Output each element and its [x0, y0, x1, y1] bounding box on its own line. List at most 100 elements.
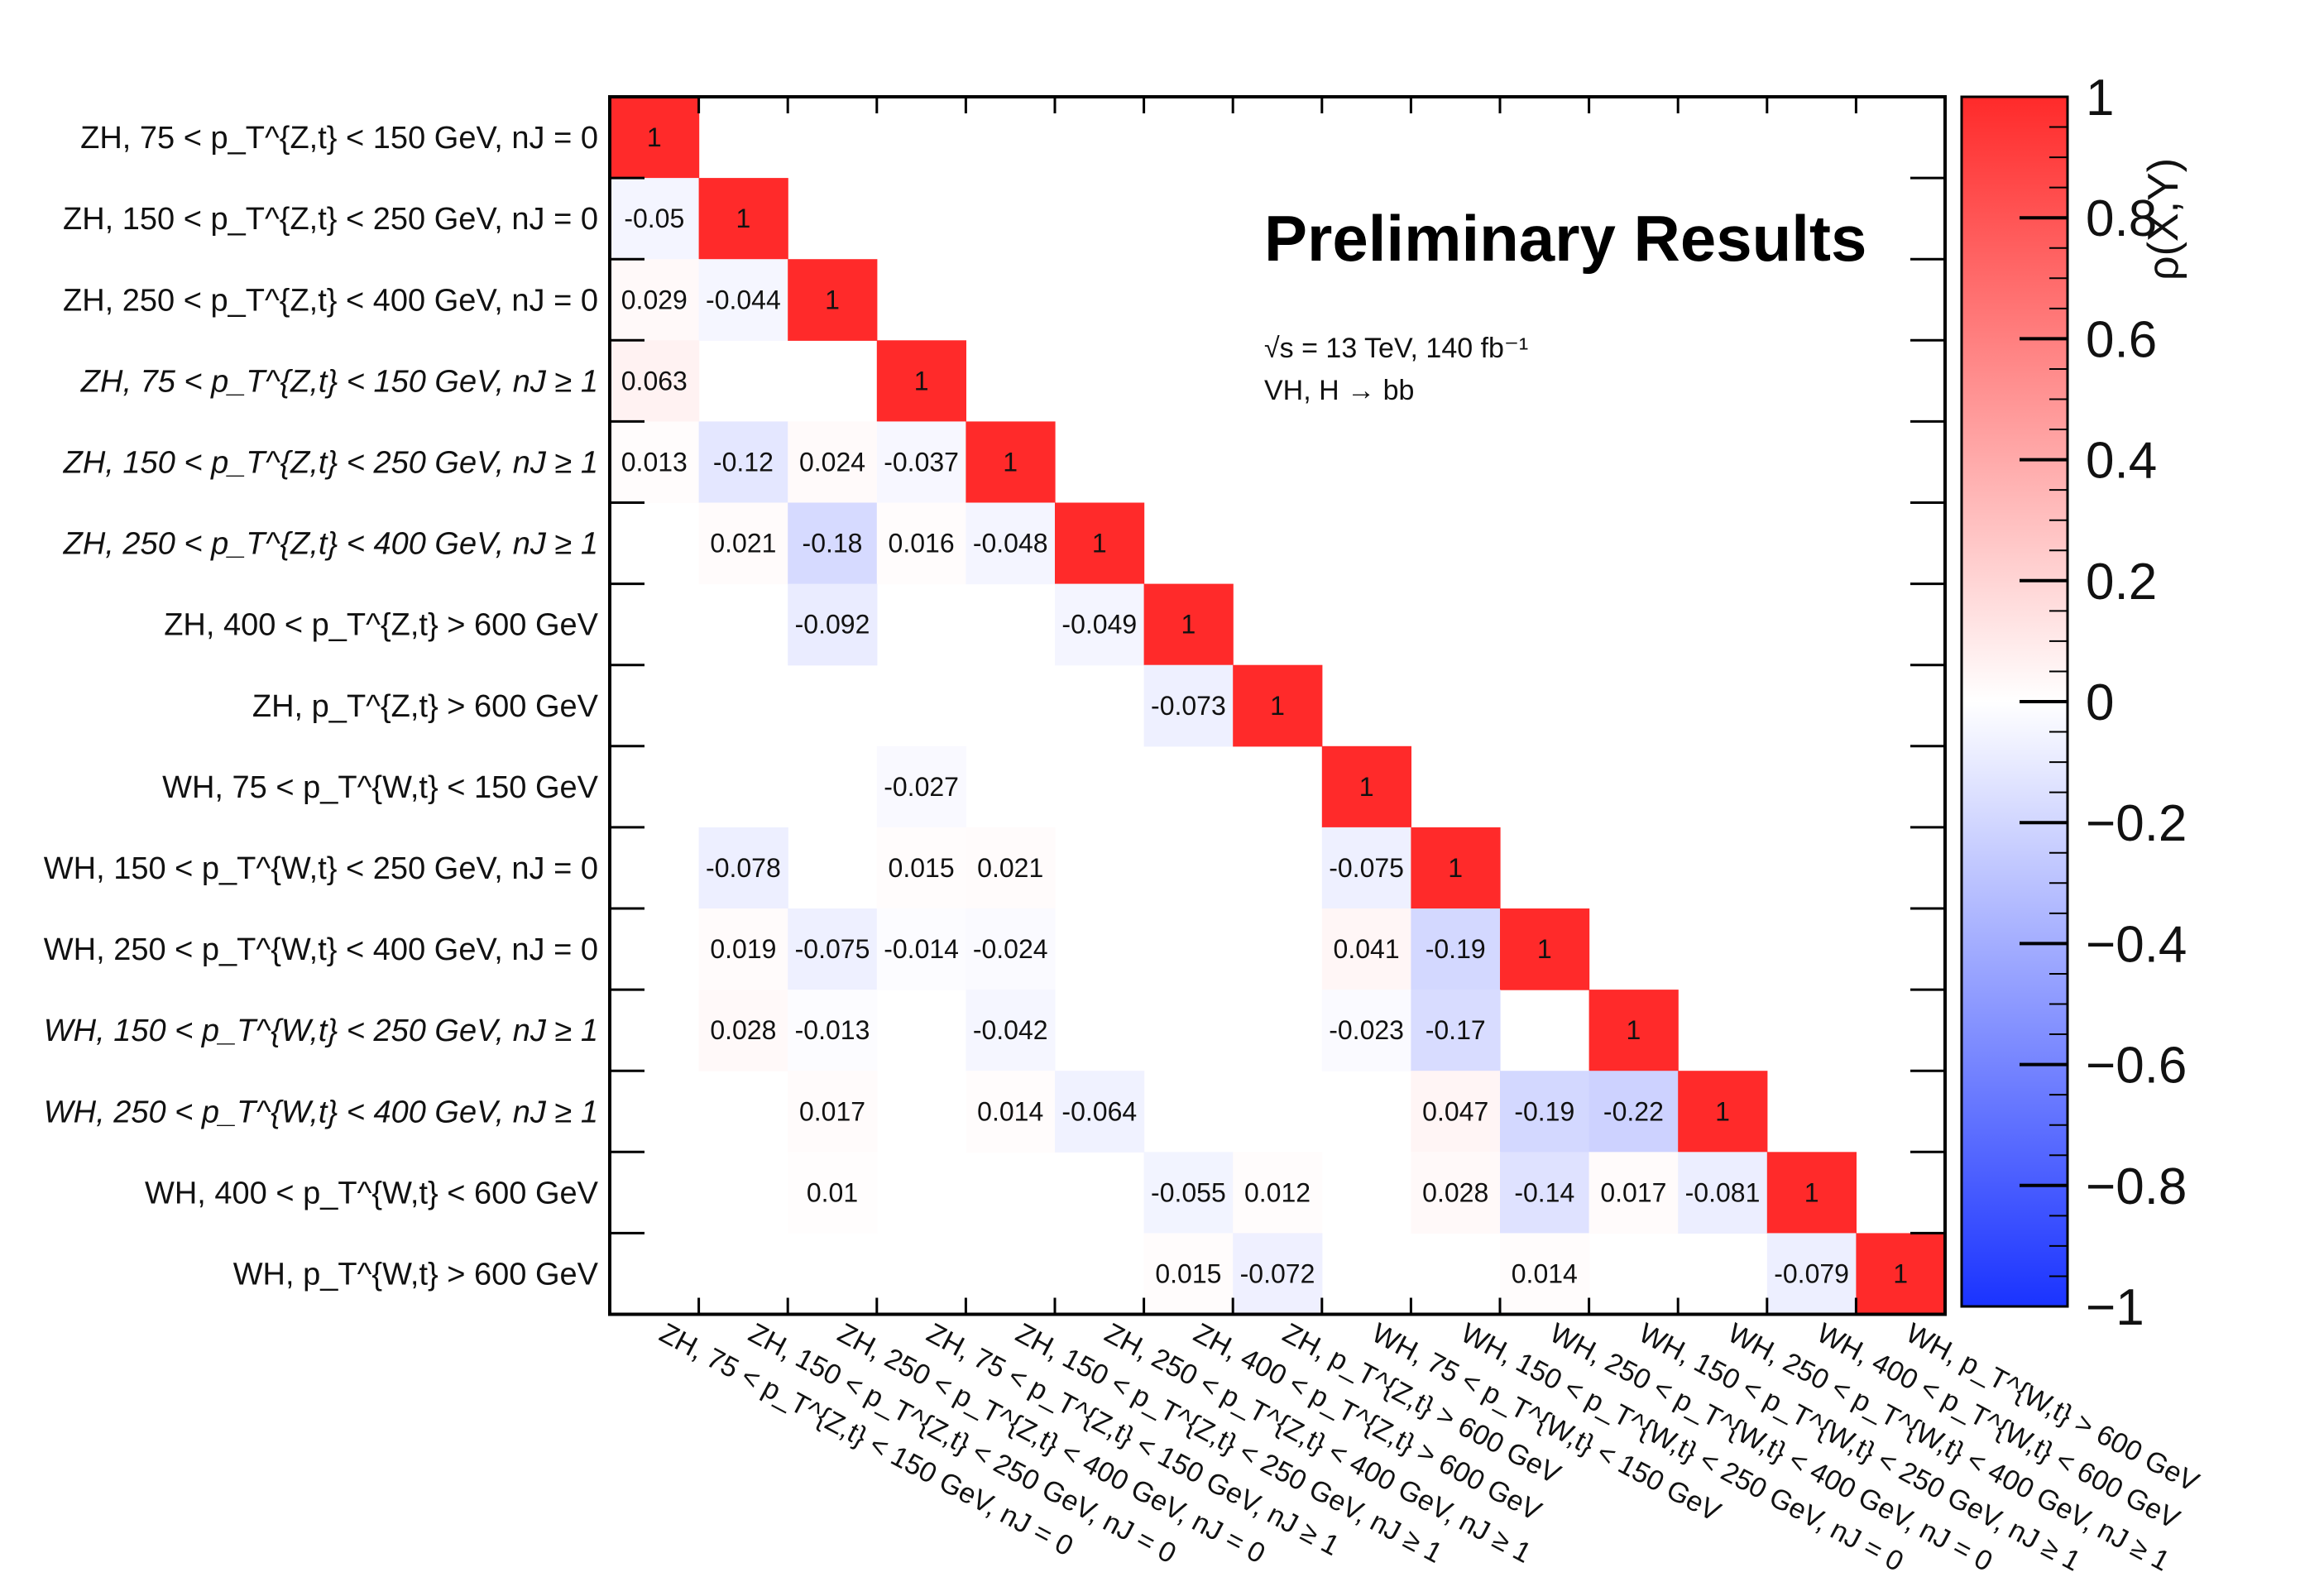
colorbar-tick-label: 0.4: [2086, 433, 2157, 490]
row-label: WH, 75 < p_T^{W,t} < 150 GeV: [162, 770, 599, 805]
heatmap-cell: [1143, 1233, 1234, 1316]
heatmap-cell: [610, 178, 700, 260]
cell-value-label: -0.037: [884, 447, 959, 477]
cell-value-label: 0.024: [799, 447, 865, 477]
heatmap-cell: [1233, 664, 1323, 747]
cell-value-label: -0.17: [1426, 1015, 1486, 1045]
row-label: WH, 150 < p_T^{W,t} < 250 GeV, nJ ≥ 1: [44, 1014, 598, 1048]
colorbar-tick-label: −0.2: [2086, 795, 2187, 852]
cell-value-label: 0.021: [977, 853, 1043, 883]
row-label: ZH, 250 < p_T^{Z,t} < 400 GeV, nJ ≥ 1: [63, 527, 598, 562]
energy-luminosity-label: √s = 13 TeV, 140 fb⁻¹: [1264, 333, 1528, 364]
heatmap-cell: [788, 990, 878, 1071]
heatmap-cell: [788, 421, 878, 504]
cell-value-label: 1: [825, 285, 840, 314]
heatmap-cell: [876, 421, 966, 504]
heatmap-cells: 1 -0.05 1 0.029 -0.044 1 0.063 1 0.013 -0.12 0.024…: [610, 97, 1946, 1316]
heatmap-cell: [1321, 827, 1411, 909]
cell-value-label: 0.015: [1155, 1258, 1221, 1288]
heatmap-cell: [966, 990, 1056, 1071]
cell-value-label: -0.18: [803, 529, 863, 558]
cell-value-label: -0.064: [1061, 1096, 1137, 1126]
heatmap-cell: [698, 178, 788, 260]
heatmap-cell: [1321, 990, 1411, 1071]
cell-value-label: 0.01: [807, 1177, 858, 1207]
heatmap-cell: [1055, 502, 1145, 585]
heatmap-cell: [966, 827, 1056, 909]
heatmap-cell: [1143, 1152, 1234, 1234]
heatmap-cell: [1321, 908, 1411, 990]
cell-value-label: -0.19: [1514, 1096, 1574, 1126]
heatmap-cell: [966, 502, 1056, 585]
heatmap-cell: [788, 259, 878, 341]
process-label: VH, H → bb: [1264, 375, 1414, 406]
heatmap-cell: [1500, 908, 1590, 990]
cell-value-label: 0.019: [710, 934, 776, 964]
cell-value-label: -0.072: [1240, 1258, 1315, 1288]
heatmap-cell: [610, 421, 700, 504]
heatmap-cell: [876, 340, 966, 422]
row-label: WH, 150 < p_T^{W,t} < 250 GeV, nJ = 0: [44, 851, 598, 886]
heatmap-cell: [610, 259, 700, 341]
heatmap-cell: [1143, 583, 1234, 666]
cell-value-label: 0.029: [621, 285, 688, 314]
colorbar-tick-label: 0.8: [2086, 190, 2157, 247]
cell-value-label: 0.016: [889, 529, 955, 558]
cell-value-label: 1: [1270, 691, 1285, 721]
column-labels: ZH, 75 < p_T^{Z,t} < 150 GeV, nJ = 0ZH, …: [654, 1317, 2204, 1577]
cell-value-label: 1: [647, 122, 662, 152]
heatmap-cell: [1411, 827, 1501, 909]
heatmap-cell: [876, 908, 966, 990]
cell-value-label: 0.017: [1600, 1177, 1666, 1207]
heatmap-cell: [698, 421, 788, 504]
heatmap-cell: [698, 908, 788, 990]
colorbar-tick-label: −1: [2086, 1279, 2144, 1336]
cell-value-label: 0.028: [1422, 1177, 1488, 1207]
plot-frame: [608, 95, 1947, 1316]
cell-value-label: -0.19: [1426, 934, 1486, 964]
cell-value-label: 1: [1804, 1177, 1819, 1207]
colorbar-tick-label: 1: [2086, 70, 2114, 127]
heatmap-cell: [1500, 1071, 1590, 1153]
heatmap-cell: [876, 502, 966, 585]
cell-value-label: -0.044: [706, 285, 781, 314]
cell-value-label: 1: [1003, 447, 1018, 477]
cell-value-label: -0.092: [795, 610, 870, 640]
cell-value-label: -0.22: [1603, 1096, 1664, 1126]
heatmap-cell: [788, 502, 878, 585]
heatmap-cell: [788, 1152, 878, 1234]
cell-value-label: 0.014: [1512, 1258, 1578, 1288]
heatmap-cell: [1588, 990, 1679, 1071]
heatmap-cell: [788, 583, 878, 666]
heatmap-cell: [1856, 1233, 1946, 1316]
heatmap-cell: [1233, 1152, 1323, 1234]
cell-value-label: -0.075: [1329, 853, 1404, 883]
heatmap-cell: [876, 827, 966, 909]
heatmap-cell: [1588, 1152, 1679, 1234]
row-label: WH, 400 < p_T^{W,t} < 600 GeV: [145, 1176, 599, 1210]
heatmap-cell: [1411, 1071, 1501, 1153]
cell-value-label: 1: [1627, 1015, 1641, 1045]
heatmap-cell: [1143, 664, 1234, 747]
cell-value-label: 1: [1359, 772, 1374, 802]
row-labels: ZH, 75 < p_T^{Z,t} < 150 GeV, nJ = 0 ZH, …: [44, 121, 599, 1292]
heatmap-cell: [610, 340, 700, 422]
colorbar-tick-label: 0.6: [2086, 311, 2157, 368]
heatmap-cell: [1588, 1071, 1679, 1153]
cell-value-label: -0.027: [884, 772, 959, 802]
row-label: ZH, 150 < p_T^{Z,t} < 250 GeV, nJ ≥ 1: [63, 445, 598, 480]
cell-value-label: -0.075: [795, 934, 870, 964]
cell-value-label: -0.073: [1151, 691, 1226, 721]
heatmap-cell: [698, 502, 788, 585]
cell-value-label: 0.015: [889, 853, 955, 883]
cell-value-label: 0.017: [799, 1096, 865, 1126]
heatmap-cell: [1500, 1233, 1590, 1316]
cell-value-label: 1: [1893, 1258, 1908, 1288]
cell-value-label: 1: [1092, 529, 1107, 558]
plot-border: [608, 95, 1947, 1316]
heatmap-cell: [876, 745, 966, 828]
heatmap-cell: [610, 97, 700, 179]
heatmap-cell: [1678, 1071, 1768, 1153]
cell-value-label: 0.047: [1422, 1096, 1488, 1126]
heatmap-cell: [1055, 583, 1145, 666]
